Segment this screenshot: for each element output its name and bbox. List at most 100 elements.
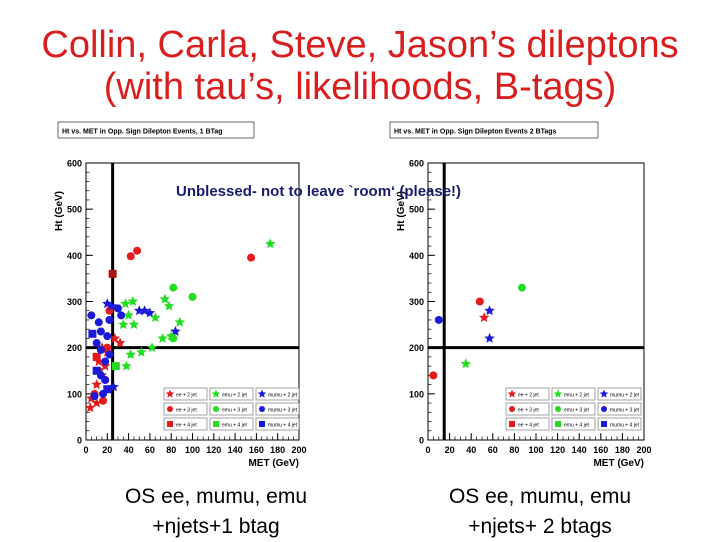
x-tick-label: 160: [593, 445, 608, 455]
legend-marker: [555, 421, 561, 427]
data-point: [174, 316, 185, 327]
data-point: [150, 312, 161, 323]
data-point: [169, 334, 178, 343]
legend-box: [163, 417, 208, 431]
data-point: [96, 327, 105, 336]
legend-marker: [259, 421, 265, 427]
data-point: [484, 332, 495, 343]
legend-box: [505, 417, 550, 431]
data-point: [125, 349, 136, 359]
data-point: [247, 253, 256, 262]
x-tick-label: 160: [249, 445, 264, 455]
x-tick-label: 80: [509, 445, 519, 455]
legend-marker: [257, 389, 267, 398]
legend-box: [505, 387, 550, 401]
legend-marker: [599, 389, 609, 398]
x-tick-label: 60: [488, 445, 498, 455]
legend-label: ee + 4 jet: [176, 423, 197, 429]
data-point: [163, 300, 175, 311]
data-point: [99, 360, 111, 371]
data-point: [109, 332, 120, 343]
legend-box: [255, 387, 300, 401]
legend-box: [209, 417, 254, 431]
data-point: [136, 346, 147, 357]
legend-marker: [509, 421, 515, 427]
data-point: [92, 352, 101, 361]
x-axis-label: MET (GeV): [593, 458, 644, 469]
legend-box: [209, 402, 254, 416]
data-point: [103, 332, 112, 341]
y-tick-label: 400: [409, 251, 424, 261]
data-point: [434, 315, 443, 324]
legend-box: [551, 417, 596, 431]
data-point: [111, 362, 120, 371]
x-tick-label: 200: [291, 445, 306, 455]
legend-label: emu + 2 jet: [564, 393, 589, 399]
x-tick-label: 40: [124, 445, 134, 455]
legend-box: [551, 402, 596, 416]
caption-left: OS ee, mumu, emu +njets+1 btag: [96, 482, 336, 542]
data-point: [133, 246, 142, 255]
data-points: [85, 238, 276, 413]
slide-title: Collin, Carla, Steve, Jason’s dileptons …: [0, 24, 720, 108]
x-tick-label: 100: [185, 445, 200, 455]
data-point: [144, 307, 156, 318]
legend-marker: [507, 389, 517, 398]
data-point: [170, 326, 181, 336]
legend-box: [551, 387, 596, 401]
data-point: [91, 397, 102, 408]
data-point: [429, 371, 438, 380]
legend-box: [255, 402, 300, 416]
legend-marker: [553, 389, 563, 398]
data-point: [94, 318, 103, 327]
data-point: [108, 269, 117, 278]
chart-title-box: [389, 121, 599, 139]
unblessed-note: Unblessed- not to leave `room‘ (please!): [176, 183, 462, 200]
y-axis-label: Ht (GeV): [396, 191, 407, 231]
legend-marker: [211, 389, 221, 398]
chart-title: Ht vs. MET in Opp. Sign Dilepton Events …: [394, 129, 557, 136]
data-point: [128, 319, 140, 329]
chart-title: Ht vs. MET in Opp. Sign Dilepton Events,…: [62, 129, 223, 136]
data-point: [91, 379, 102, 389]
data-point: [96, 345, 105, 354]
legend-label: ee + 3 jet: [176, 408, 197, 414]
x-tick-label: 0: [83, 445, 88, 455]
data-point: [478, 312, 490, 323]
legend-label: emu + 3 jet: [222, 408, 247, 414]
slide-title-line1: Collin, Carla, Steve, Jason’s dileptons: [41, 24, 679, 66]
x-tick-label: 200: [636, 445, 651, 455]
data-point: [460, 358, 471, 369]
y-tick-label: 100: [409, 389, 424, 399]
legend-label: mumu + 2 jet: [610, 393, 640, 399]
legend-marker: [165, 389, 175, 398]
x-tick-label: 120: [550, 445, 565, 455]
legend-label: emu + 4 jet: [564, 423, 589, 429]
data-point: [121, 360, 132, 371]
legend-box: [209, 387, 254, 401]
slide-title-line2: (with tau’s, likelihoods, B-tags): [103, 66, 617, 108]
chart-right: Ht vs. MET in Opp. Sign Dilepton Events …: [388, 121, 656, 475]
data-point: [126, 252, 135, 261]
data-point: [87, 311, 96, 320]
legend-label: emu + 2 jet: [222, 393, 247, 399]
data-point: [123, 309, 134, 320]
y-tick-label: 500: [67, 205, 82, 215]
data-point: [134, 305, 145, 316]
y-tick-label: 300: [409, 297, 424, 307]
legend-box: [163, 402, 208, 416]
x-tick-label: 180: [270, 445, 285, 455]
legend-box: [597, 417, 642, 431]
data-point: [88, 329, 97, 338]
y-tick-label: 300: [67, 297, 82, 307]
caption-left-line2: +njets+1 btag: [152, 515, 280, 538]
data-point: [127, 296, 139, 306]
y-tick-label: 0: [77, 436, 82, 446]
data-point: [159, 293, 170, 304]
y-tick-label: 500: [409, 205, 424, 215]
data-point: [265, 238, 276, 249]
data-point: [105, 306, 114, 315]
data-point: [118, 319, 129, 329]
data-point: [484, 305, 495, 316]
